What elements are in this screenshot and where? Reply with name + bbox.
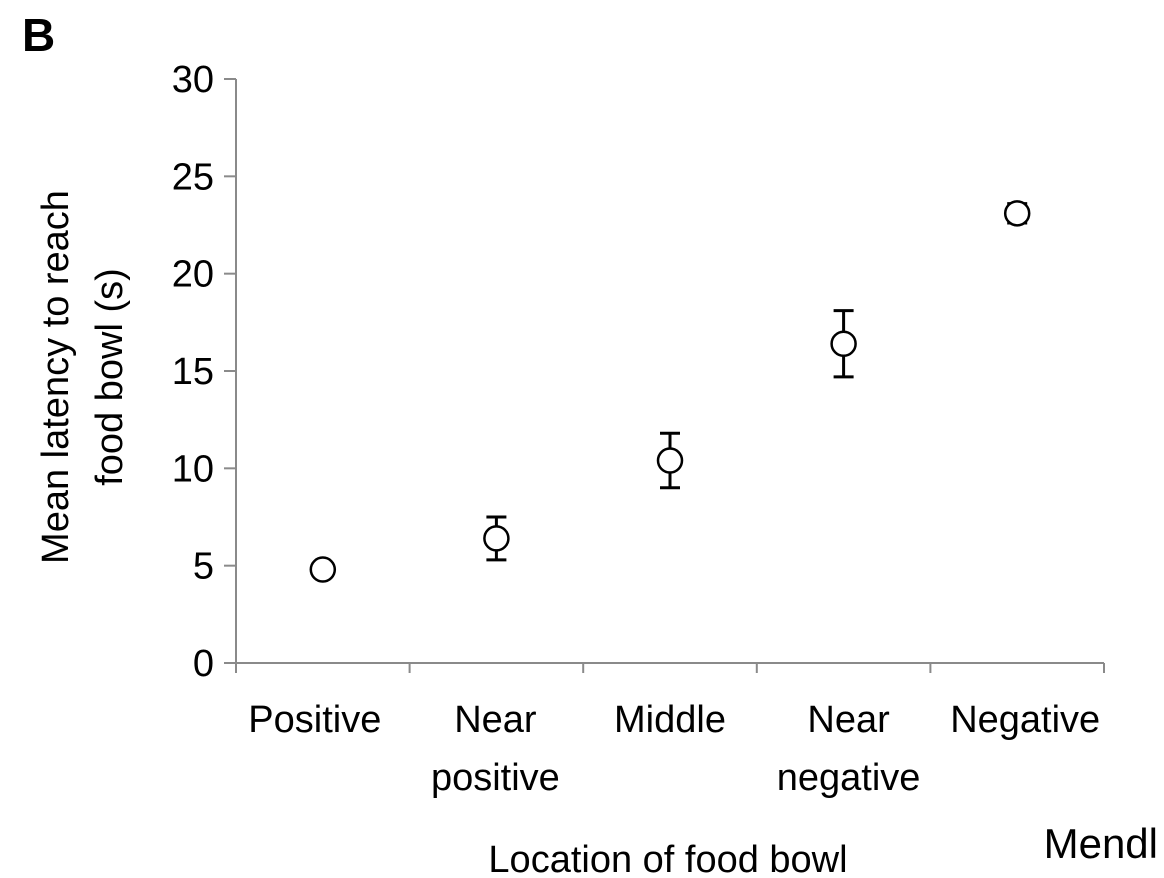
y-axis-title-line: Mean latency to reach: [35, 190, 77, 564]
y-axis-title-line: food bowl (s): [89, 268, 131, 486]
y-ticks: 0 5 10 15 20 25 30: [172, 59, 236, 685]
panel-label: B: [22, 8, 55, 62]
credit-text: Mendl: [1044, 820, 1158, 867]
data-point: [483, 525, 510, 552]
category-label: Middle: [614, 699, 726, 741]
x-ticks: [235, 663, 1105, 673]
error-bars: [486, 202, 1028, 562]
data-point: [656, 447, 684, 474]
axes: [235, 79, 1104, 664]
category-label: positive: [431, 757, 560, 799]
y-tick-label: 10: [172, 448, 214, 490]
data-point: [1003, 200, 1031, 227]
y-tick-label: 0: [193, 643, 214, 685]
category-label: Near: [807, 699, 890, 741]
category-label: Positive: [248, 699, 381, 741]
category-label: negative: [777, 757, 921, 799]
x-axis-title: Location of food bowl: [488, 839, 847, 878]
y-axis-title: Mean latency to reach food bowl (s): [35, 190, 131, 564]
panel-label-text: B: [22, 9, 56, 61]
y-tick-label: 25: [172, 156, 214, 198]
y-tick-label: 15: [172, 351, 214, 393]
category-label: Negative: [950, 699, 1100, 741]
category-label: Near: [454, 699, 537, 741]
y-tick-label: 20: [172, 254, 214, 296]
y-tick-label: 30: [172, 59, 214, 101]
data-point: [830, 330, 857, 357]
data-point: [309, 556, 337, 583]
data-points: [309, 200, 1031, 583]
category-labels: Positive Near positive Middle Near negative Ne…: [248, 699, 1100, 799]
y-tick-label: 5: [193, 546, 214, 588]
